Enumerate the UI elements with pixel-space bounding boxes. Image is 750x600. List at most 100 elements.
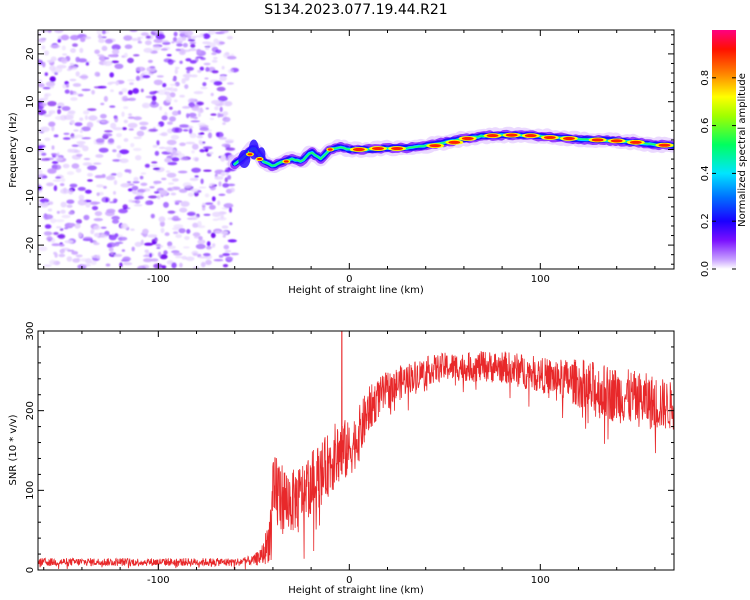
noise-speckle xyxy=(179,50,186,56)
noise-speckle xyxy=(165,96,172,103)
noise-speckle xyxy=(78,75,89,79)
noise-speckle xyxy=(175,234,182,239)
noise-speckle xyxy=(67,249,75,252)
noise-speckle xyxy=(179,157,188,161)
noise-speckle xyxy=(133,116,143,121)
noise-speckle xyxy=(218,193,226,196)
noise-speckle xyxy=(44,72,48,76)
noise-speckle xyxy=(54,252,58,258)
noise-speckle xyxy=(197,239,206,245)
noise-speckle xyxy=(213,81,223,86)
noise-speckle xyxy=(156,246,161,249)
noise-speckle xyxy=(131,246,135,252)
noise-speckle xyxy=(216,86,226,92)
noise-speckle xyxy=(164,157,172,163)
noise-speckle xyxy=(203,253,211,257)
noise-speckle xyxy=(121,88,128,93)
noise-speckle xyxy=(127,122,138,128)
noise-speckle xyxy=(99,234,108,239)
noise-speckle xyxy=(192,232,201,237)
noise-speckle xyxy=(43,214,54,220)
noise-speckle xyxy=(117,236,128,241)
noise-speckle xyxy=(131,38,139,41)
noise-speckle xyxy=(160,132,168,137)
onset-burst xyxy=(248,139,259,160)
noise-speckle xyxy=(206,241,211,247)
noise-speckle xyxy=(171,127,180,133)
noise-speckle xyxy=(142,254,150,257)
noise-speckle xyxy=(149,186,155,189)
noise-speckle xyxy=(161,177,167,181)
noise-speckle xyxy=(158,216,166,223)
noise-speckle xyxy=(191,150,195,154)
noise-speckle xyxy=(38,142,45,145)
noise-speckle xyxy=(72,258,80,263)
noise-speckle xyxy=(198,186,207,189)
noise-speckle xyxy=(218,41,225,45)
noise-speckle xyxy=(217,95,228,102)
ridge-hotspot-core xyxy=(610,139,623,143)
noise-speckle xyxy=(127,188,133,192)
noise-speckle xyxy=(41,152,47,156)
noise-speckle xyxy=(214,230,221,234)
noise-speckle xyxy=(83,157,91,161)
noise-speckle xyxy=(145,35,151,39)
noise-speckle xyxy=(109,72,114,78)
noise-speckle xyxy=(116,152,122,159)
noise-speckle xyxy=(47,168,57,174)
noise-speckle xyxy=(57,106,62,109)
noise-speckle xyxy=(142,105,148,107)
noise-speckle xyxy=(91,90,95,95)
noise-speckle xyxy=(179,94,186,98)
figure-title: S134.2023.077.19.44.R21 xyxy=(264,2,447,18)
noise-speckle xyxy=(200,261,206,268)
noise-speckle xyxy=(155,33,166,40)
noise-speckle xyxy=(52,153,60,157)
noise-speckle xyxy=(83,214,90,221)
noise-speckle xyxy=(121,249,126,252)
noise-speckle xyxy=(159,221,165,227)
noise-speckle xyxy=(222,264,229,268)
noise-speckle xyxy=(53,231,59,236)
noise-speckle xyxy=(156,140,160,146)
noise-speckle xyxy=(217,200,221,206)
noise-speckle xyxy=(193,91,204,95)
noise-speckle xyxy=(163,58,172,63)
noise-speckle xyxy=(227,175,232,180)
noise-speckle xyxy=(132,147,142,152)
noise-speckle xyxy=(81,88,91,92)
noise-speckle xyxy=(71,163,80,169)
noise-speckle xyxy=(48,201,54,205)
ridge-hotspot-core xyxy=(505,133,518,137)
noise-speckle xyxy=(224,177,228,183)
ridge-hotspot-core xyxy=(591,138,604,142)
noise-speckle xyxy=(64,89,70,94)
noise-speckle xyxy=(196,48,202,55)
noise-speckle xyxy=(111,44,121,51)
noise-speckle xyxy=(81,126,91,132)
ridge-hotspot-core xyxy=(543,135,556,140)
x-tick-label: 100 xyxy=(531,575,550,586)
ridge-hotspot-core xyxy=(283,160,289,163)
noise-speckle xyxy=(50,85,54,89)
noise-speckle xyxy=(120,223,129,230)
noise-speckle xyxy=(131,189,137,194)
noise-speckle xyxy=(112,149,117,153)
noise-speckle xyxy=(229,222,233,226)
noise-speckle xyxy=(149,253,153,258)
noise-speckle xyxy=(57,233,66,239)
noise-speckle xyxy=(211,196,216,202)
noise-speckle xyxy=(69,78,77,82)
noise-speckle xyxy=(171,157,180,162)
noise-speckle xyxy=(55,176,62,179)
noise-speckle xyxy=(95,138,105,143)
noise-speckle xyxy=(97,34,102,39)
noise-speckle xyxy=(182,182,192,188)
noise-speckle xyxy=(191,215,199,221)
noise-speckle xyxy=(163,250,168,255)
noise-speckle xyxy=(116,133,122,138)
y-tick-label: 10 xyxy=(25,95,36,108)
noise-speckle xyxy=(70,48,76,53)
noise-speckle xyxy=(166,139,177,146)
noise-speckle xyxy=(86,121,94,128)
